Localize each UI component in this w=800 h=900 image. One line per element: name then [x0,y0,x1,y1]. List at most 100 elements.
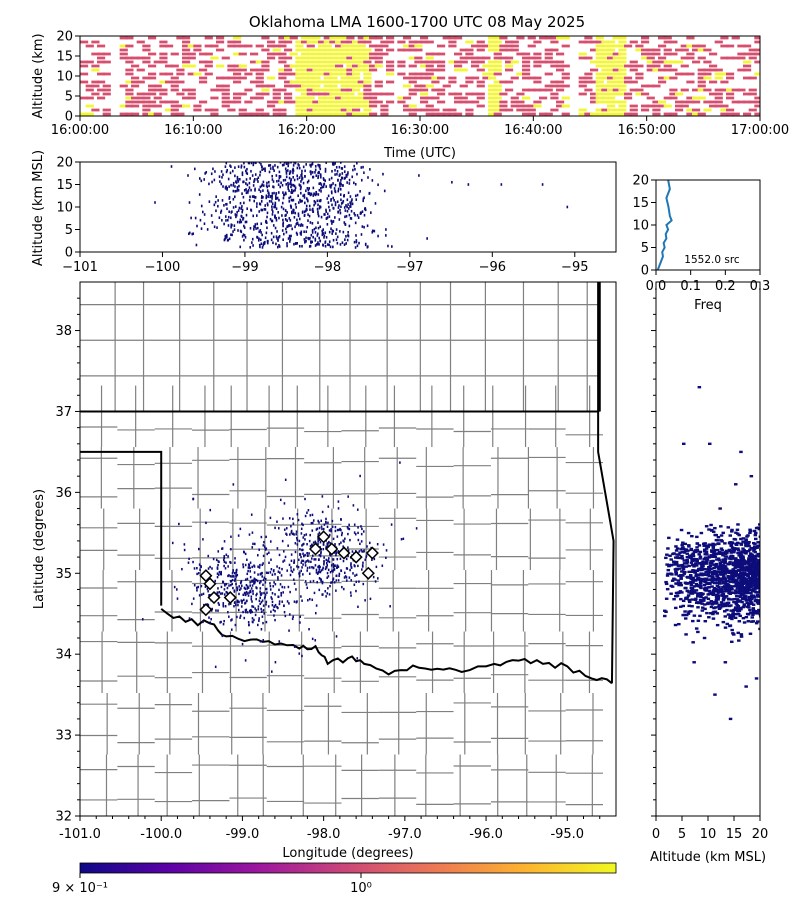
time-height-cell [726,76,735,80]
lon-alt-point [354,182,357,186]
time-height-cell [533,80,542,84]
alt-lat-point [747,554,752,558]
plan-view-point [362,582,365,586]
lon-alt-point [341,241,344,244]
plan-view-point [244,563,247,567]
alt-lat-point [749,577,753,580]
alt-lat-point [755,620,760,623]
plan-view-point [209,621,211,624]
time-height-cell [510,100,519,104]
time-height-cell [561,84,570,88]
lon-alt-point [226,188,228,191]
plan-view-point [230,628,233,631]
plan-view-point [281,600,284,603]
alt-lat-point [715,581,720,585]
plan-view-point [196,566,198,570]
plan-view-point [283,586,286,589]
plan-view-point [227,565,229,568]
time-height-cell [471,60,480,64]
time-height-cell [607,56,616,60]
alt-lat-point [697,568,701,572]
time-height-cell [703,108,712,112]
time-height-cell [516,100,525,104]
time-height-cell [278,68,287,72]
time-height-cell [91,68,100,72]
time-height-cell [544,36,553,40]
time-height-cell [607,96,616,100]
plan-view-point [244,659,247,662]
time-height-cell [658,60,667,64]
plan-view-ytick-label: 38 [55,324,72,339]
lon-alt-point [264,169,266,173]
lon-alt-point [284,218,287,221]
plan-view-point [337,500,340,503]
lon-alt-point [246,183,249,187]
plan-view-point [376,542,379,546]
plan-view-point [304,497,306,501]
alt-lat-point [679,597,683,601]
time-height-cell [153,96,162,100]
alt-lat-point [723,570,727,573]
time-height-cell [131,100,140,104]
alt-lat-xtick-label: 10 [700,827,717,842]
lon-alt-point [281,201,284,205]
lon-alt-point [387,244,389,248]
alt-lat-point [719,539,724,542]
lon-alt-point [258,162,261,164]
alt-lat-point [738,614,742,618]
alt-lat-point [742,562,746,566]
plan-view-point [272,608,275,612]
time-height-cell [352,84,361,88]
time-height-cell [533,88,542,92]
plan-view-point [278,553,281,557]
lon-alt-point [288,189,290,193]
time-height-cell [255,92,264,96]
time-height-cell [346,112,355,116]
plan-view-point [290,529,293,533]
lon-alt-point [331,169,333,173]
plan-view-point [295,601,298,604]
time-height-cell [250,68,259,72]
lon-alt-point [208,200,211,203]
plan-view-point [301,566,303,569]
lon-alt-point [274,195,277,198]
time-height-cell [284,48,293,52]
lon-alt-point [343,243,346,246]
lon-alt-point [310,192,313,196]
time-height-cell [102,92,111,96]
time-height-cell [714,68,723,72]
alt-lat-point [668,554,672,557]
time-height-cell [318,56,327,60]
lon-alt-point [232,181,235,185]
lon-alt-point [304,169,306,173]
alt-lat-point [679,605,683,608]
plan-view-point [175,588,178,591]
time-height-cell [284,68,293,72]
lon-alt-point [241,171,244,174]
alt-lat-point [697,385,702,389]
plan-view-point [307,599,309,602]
alt-lat-point [706,597,711,601]
lon-alt-point [275,207,278,210]
lon-alt-point [364,208,367,212]
plan-view-point [320,552,322,555]
lon-alt-point [277,183,280,186]
alt-lat-points [663,385,760,721]
plan-view-xtick-label: -96.0 [469,827,503,842]
time-height-cell [182,60,191,64]
time-height-cell [335,40,344,44]
time-height-cell [357,112,366,116]
plan-view-point [291,570,294,574]
plan-view-ytick-label: 33 [55,729,72,744]
plan-view-point [307,554,309,558]
plan-view-point [242,565,245,569]
time-height-cell [346,36,355,40]
time-height-cell [238,44,247,48]
plan-view-point [207,567,210,570]
alt-lat-point [741,547,745,550]
lon-alt-point [218,175,221,178]
plan-view-point [210,618,212,621]
plan-view-point [270,670,273,673]
lon-alt-point [344,238,346,241]
time-height-cell [663,96,672,100]
